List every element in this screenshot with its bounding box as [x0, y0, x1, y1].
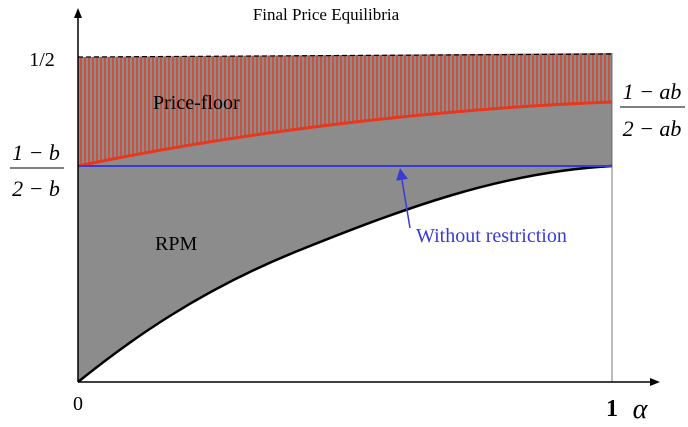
x-one: 1 [606, 396, 618, 422]
right-numerator: 1 − ab [623, 79, 682, 104]
x-arrow [650, 378, 660, 386]
left-numerator: 1 − b [12, 140, 60, 165]
left-denominator: 2 − b [12, 176, 60, 201]
black-curve [77, 164, 613, 383]
rpm-label: RPM [155, 233, 197, 255]
gray-region [78, 102, 612, 382]
right-denominator: 2 − ab [623, 116, 682, 141]
x-axis-symbol: α [633, 394, 649, 425]
price-floor-label: Price-floor [153, 92, 240, 114]
top-dashed-line [77, 53, 613, 58]
annotation-label: Without restriction [416, 225, 567, 247]
red-curve [77, 100, 613, 168]
y-arrow [74, 8, 82, 18]
price-floor-region [78, 53, 612, 166]
half-label: 1/2 [29, 49, 55, 71]
title: Final Price Equilibria [253, 5, 400, 24]
x-zero: 0 [73, 393, 83, 415]
annotation-arrow [396, 168, 411, 229]
